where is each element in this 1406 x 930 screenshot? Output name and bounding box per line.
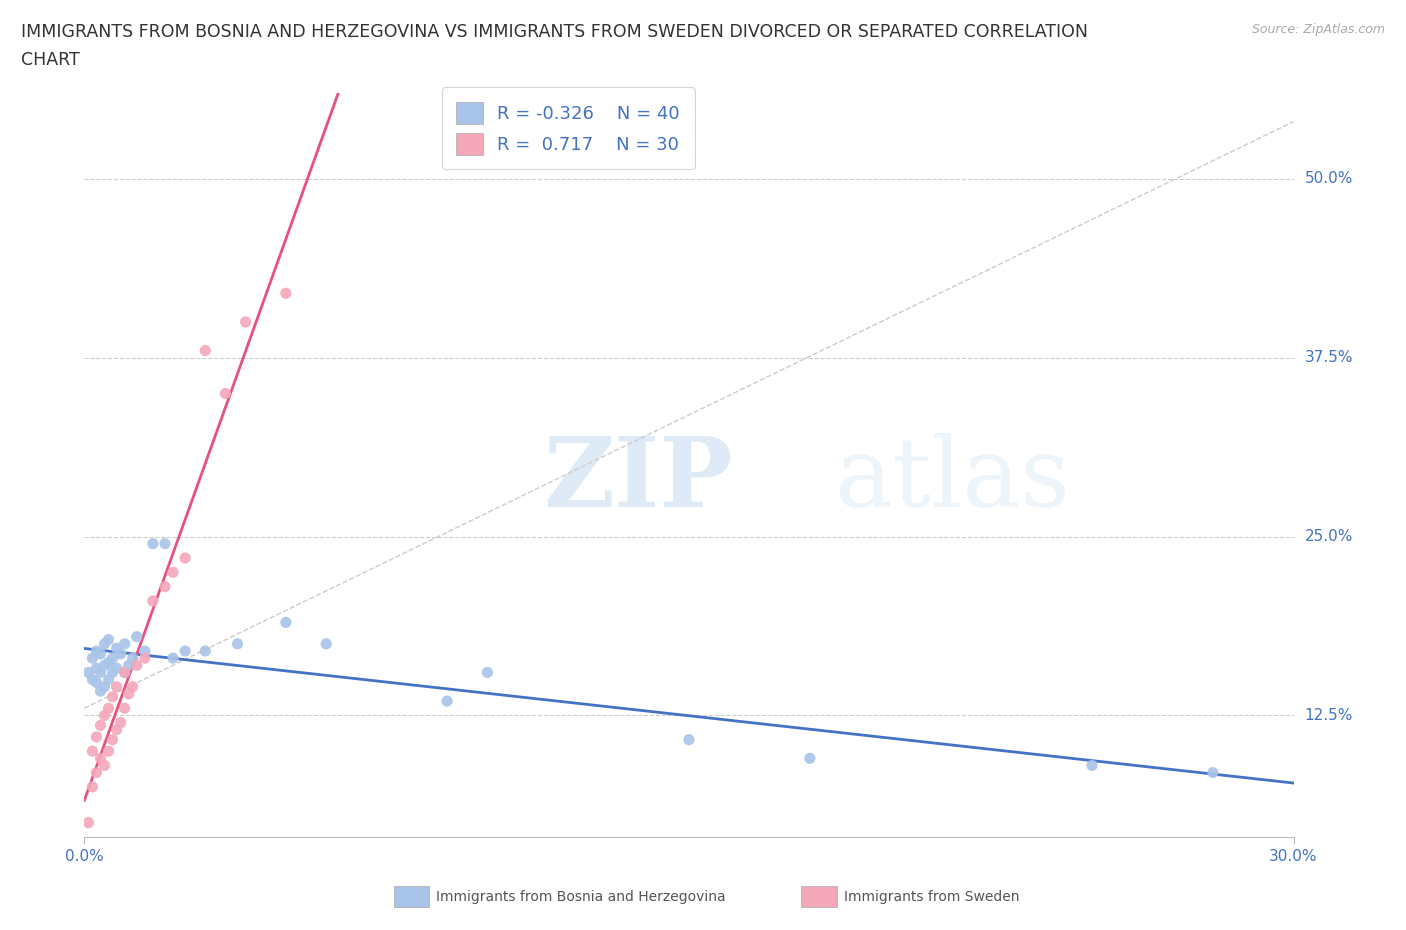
Point: [235, 314, 257, 329]
Point: [97, 632, 120, 647]
Point: [194, 644, 217, 658]
Text: ZIP: ZIP: [544, 432, 734, 527]
Point: [477, 665, 499, 680]
Point: [274, 286, 297, 300]
Point: [118, 686, 141, 701]
Point: [105, 723, 128, 737]
Point: [162, 651, 184, 666]
Point: [89, 751, 111, 765]
Point: [125, 630, 148, 644]
Point: [77, 665, 100, 680]
Point: [1202, 765, 1225, 780]
Text: 12.5%: 12.5%: [1305, 708, 1353, 723]
Point: [105, 660, 128, 675]
Text: 25.0%: 25.0%: [1305, 529, 1353, 544]
Point: [97, 672, 120, 687]
Point: [97, 744, 120, 759]
Text: atlas: atlas: [834, 432, 1070, 527]
Point: [93, 636, 115, 651]
Point: [82, 672, 104, 687]
Point: [274, 615, 297, 630]
Point: [86, 729, 108, 744]
Point: [105, 679, 128, 694]
Point: [89, 646, 111, 661]
Text: Immigrants from Bosnia and Herzegovina: Immigrants from Bosnia and Herzegovina: [436, 889, 725, 904]
Point: [89, 718, 111, 733]
Point: [110, 646, 132, 661]
Point: [97, 655, 120, 670]
Point: [89, 665, 111, 680]
Point: [153, 537, 176, 551]
Point: [134, 644, 156, 658]
Text: Immigrants from Sweden: Immigrants from Sweden: [844, 889, 1019, 904]
Point: [82, 651, 104, 666]
Point: [114, 665, 136, 680]
Point: [86, 675, 108, 690]
Point: [125, 658, 148, 672]
Point: [101, 665, 124, 680]
Point: [93, 708, 115, 723]
Text: CHART: CHART: [21, 51, 80, 69]
Point: [214, 386, 236, 401]
Point: [678, 732, 700, 747]
Point: [121, 651, 143, 666]
Point: [110, 715, 132, 730]
Point: [315, 636, 337, 651]
Point: [174, 644, 197, 658]
Point: [97, 701, 120, 716]
Point: [93, 679, 115, 694]
Point: [226, 636, 249, 651]
Point: [93, 758, 115, 773]
Point: [89, 684, 111, 698]
Point: [86, 644, 108, 658]
Point: [77, 816, 100, 830]
Point: [114, 701, 136, 716]
Point: [799, 751, 821, 765]
Point: [101, 732, 124, 747]
Point: [101, 651, 124, 666]
Point: [436, 694, 458, 709]
Point: [105, 641, 128, 656]
Point: [142, 537, 165, 551]
Point: [1081, 758, 1104, 773]
Point: [101, 689, 124, 704]
Text: 37.5%: 37.5%: [1305, 351, 1353, 365]
Point: [194, 343, 217, 358]
Text: IMMIGRANTS FROM BOSNIA AND HERZEGOVINA VS IMMIGRANTS FROM SWEDEN DIVORCED OR SEP: IMMIGRANTS FROM BOSNIA AND HERZEGOVINA V…: [21, 23, 1088, 41]
Point: [134, 651, 156, 666]
Text: Source: ZipAtlas.com: Source: ZipAtlas.com: [1251, 23, 1385, 36]
Point: [82, 779, 104, 794]
Point: [142, 593, 165, 608]
Point: [82, 744, 104, 759]
Point: [86, 660, 108, 675]
Point: [114, 636, 136, 651]
Point: [118, 658, 141, 672]
Point: [162, 565, 184, 579]
Point: [86, 765, 108, 780]
Text: 50.0%: 50.0%: [1305, 171, 1353, 186]
Point: [174, 551, 197, 565]
Point: [93, 658, 115, 672]
Point: [114, 665, 136, 680]
Point: [121, 679, 143, 694]
Point: [153, 579, 176, 594]
Legend: R = -0.326    N = 40, R =  0.717    N = 30: R = -0.326 N = 40, R = 0.717 N = 30: [441, 87, 695, 169]
